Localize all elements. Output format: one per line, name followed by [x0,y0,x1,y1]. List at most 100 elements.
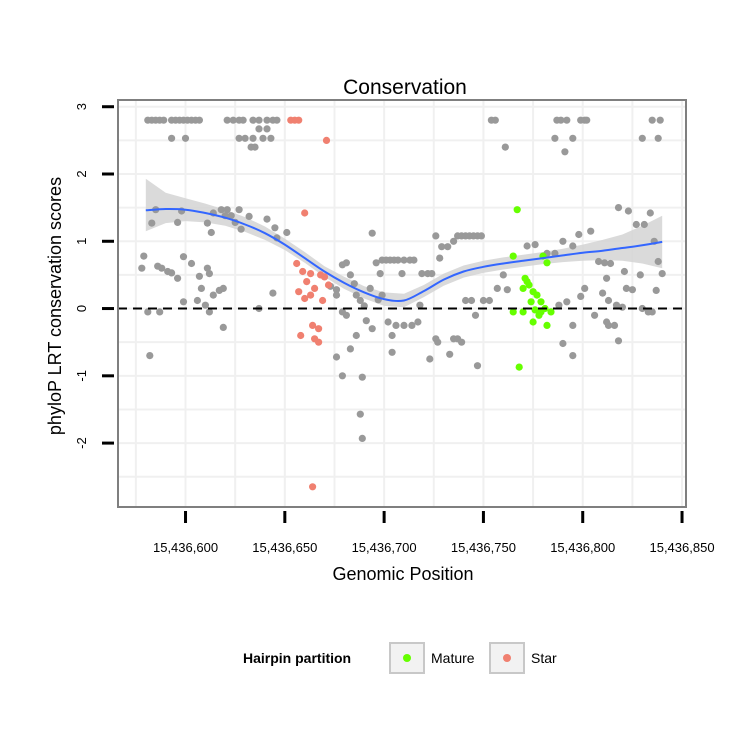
point-other [654,134,662,142]
point-mature [525,281,533,289]
point-other [158,264,166,272]
point-other [251,143,259,151]
point-other [229,116,237,124]
point-star [307,291,315,299]
y-axis: -2 -1 0 1 2 3 [74,103,114,449]
points-star-layer [287,116,333,491]
points-other-layer [138,116,666,442]
point-star [303,278,311,286]
point-other [501,143,509,151]
point-other [400,321,408,329]
point-other [179,253,188,261]
point-other [622,284,631,292]
point-other [223,206,231,214]
point-other [581,284,589,292]
point-other [205,270,213,278]
point-star [309,483,317,491]
point-other [499,271,507,279]
point-other [140,252,148,260]
points-mature-layer [509,206,555,371]
point-other [392,321,400,329]
point-other [368,229,376,237]
y-axis-title: phyloP LRT conservation scores [45,177,65,435]
point-other [446,350,454,358]
point-other [614,337,623,345]
point-other [638,304,646,313]
point-other [394,256,402,264]
point-mature [529,318,537,326]
point-star [301,294,309,303]
point-star [320,273,329,281]
point-other [563,298,571,306]
point-other [398,270,406,278]
point-other [414,318,422,326]
point-other [271,224,279,232]
point-other [209,291,217,299]
point-other [358,434,366,442]
point-other [624,207,633,215]
point-other [376,270,384,278]
point-other [563,116,571,124]
point-other [473,362,482,370]
point-other [646,209,654,217]
point-other [388,348,396,356]
point-other [366,284,374,292]
point-star [315,338,323,346]
point-other [219,323,227,331]
point-other [575,230,583,239]
point-other [595,257,603,266]
point-other [485,296,493,305]
point-other [245,212,253,220]
y-tick-label: -1 [74,370,89,382]
point-other [148,219,156,227]
point-other [195,272,203,280]
point-mature [547,308,555,316]
legend-entry-mature: Mature [389,642,475,674]
smooth-line-layer [145,207,663,303]
point-other [350,280,358,288]
point-other [652,286,660,294]
point-star [322,136,331,144]
point-other [569,134,577,142]
point-mature [527,298,535,306]
point-other [559,237,567,245]
point-other [603,274,611,282]
point-other [426,355,434,363]
point-other [263,215,271,223]
y-tick-label: 0 [74,305,89,312]
point-other [372,259,380,267]
point-mature [531,306,539,314]
point-other [450,237,458,245]
x-tick-label: 15,436,650 [252,540,317,555]
point-other [144,308,152,316]
point-star [301,209,309,217]
point-other [531,241,539,249]
point-other [235,206,243,214]
point-other [620,267,629,276]
point-other [368,325,376,333]
point-mature [519,308,527,316]
point-other [356,296,364,305]
point-other [168,134,176,142]
point-other [378,291,386,299]
point-other [352,331,360,340]
point-other [174,218,182,226]
point-other [434,338,442,346]
legend-dot-star [503,654,511,662]
point-other [283,228,291,237]
point-other [591,311,599,319]
point-other [273,116,281,124]
point-other [583,116,591,124]
point-star [319,296,327,305]
point-other [338,372,346,380]
point-other [358,373,366,381]
point-other [187,259,196,268]
point-other [239,116,247,124]
point-other [205,308,213,316]
point-other [614,204,623,212]
point-other [654,257,662,266]
plot-panel-border [117,99,687,508]
point-other [606,259,615,268]
point-other [195,116,203,124]
